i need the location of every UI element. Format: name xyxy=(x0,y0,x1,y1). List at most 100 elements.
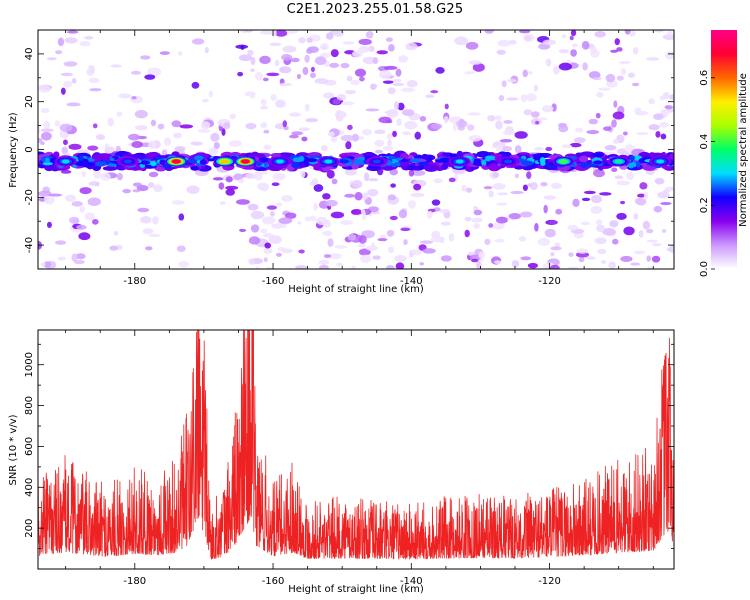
heatmap-cell xyxy=(223,122,231,130)
heatmap-cell xyxy=(339,220,354,226)
heatmap-cell xyxy=(225,185,239,190)
heatmap-cell xyxy=(506,97,519,101)
heatmap-cell xyxy=(281,54,293,61)
snr-frame xyxy=(37,329,675,570)
heatmap-cell xyxy=(240,44,245,50)
heatmap-cell xyxy=(543,204,548,214)
heatmap-cell xyxy=(279,66,292,74)
colorbar-tick-label: 0.2 xyxy=(699,197,710,213)
heatmap-cell xyxy=(63,61,78,67)
heatmap-cell xyxy=(140,55,151,60)
heatmap-cell xyxy=(499,138,513,143)
heatmap-cell xyxy=(304,54,310,63)
heatmap-cell xyxy=(383,65,398,70)
heatmap-cell xyxy=(616,212,627,220)
heatmap-cell xyxy=(635,197,647,206)
heatmap-cell xyxy=(374,139,385,147)
heatmap-cell xyxy=(179,124,194,129)
heatmap-cell xyxy=(55,50,63,55)
spectrogram-x-axis-label: Height of straight line (km) xyxy=(288,284,424,295)
heatmap-cell xyxy=(63,139,68,146)
heatmap-cell xyxy=(420,240,434,244)
heatmap-cell xyxy=(269,42,282,47)
heatmap-cell xyxy=(40,131,52,141)
heatmap-cell xyxy=(400,227,411,232)
heatmap-cell xyxy=(430,236,444,243)
heatmap-cell xyxy=(583,190,596,195)
heatmap-cell xyxy=(497,192,509,196)
heatmap-cell xyxy=(79,155,84,161)
heatmap-cell xyxy=(272,172,286,181)
heatmap-cell xyxy=(419,262,424,266)
heatmap-cell xyxy=(259,157,269,163)
heatmap-cell xyxy=(440,255,452,262)
heatmap-cell xyxy=(597,248,607,255)
heatmap-cell xyxy=(225,188,235,196)
heatmap-cell xyxy=(350,208,363,215)
heatmap-cell xyxy=(362,56,376,65)
heatmap-cell xyxy=(660,133,667,140)
heatmap-cell xyxy=(410,192,425,198)
heatmap-cell xyxy=(629,155,636,161)
heatmap-cell xyxy=(290,57,300,63)
heatmap-cell xyxy=(202,99,209,103)
heatmap-cell xyxy=(527,70,533,75)
heatmap-cell xyxy=(386,132,392,140)
heatmap-cell xyxy=(519,30,531,34)
heatmap-cell xyxy=(61,146,68,155)
heatmap-cell xyxy=(334,245,348,249)
heatmap-cell xyxy=(612,138,620,145)
heatmap-cell xyxy=(147,182,155,189)
heatmap-cell xyxy=(150,119,157,127)
heatmap-cell xyxy=(395,262,405,269)
heatmap-cell xyxy=(84,212,95,221)
colorbar-tick-label: 0.6 xyxy=(699,70,710,86)
heatmap-cell xyxy=(372,255,381,260)
heatmap-cell xyxy=(54,240,67,245)
heatmap-cell xyxy=(270,94,277,101)
heatmap-cell xyxy=(590,194,603,204)
heatmap-cell xyxy=(368,178,379,182)
heatmap-cell xyxy=(526,171,532,180)
heatmap-cell xyxy=(358,45,371,53)
heatmap-cell xyxy=(122,188,131,194)
heatmap-cell xyxy=(568,252,574,257)
heatmap-cell xyxy=(488,190,494,198)
heatmap-cell xyxy=(322,45,327,50)
heatmap-cell xyxy=(575,251,590,258)
heatmap-cell xyxy=(616,47,623,52)
heatmap-cell xyxy=(84,36,94,40)
snr-y-axis-label: SNR (10 * v/v) xyxy=(8,414,19,485)
heatmap-hotspot xyxy=(656,159,665,164)
heatmap-cell xyxy=(444,103,449,110)
heatmap-cell xyxy=(511,260,520,268)
heatmap-cell xyxy=(487,115,496,122)
heatmap-cell xyxy=(389,168,399,176)
heatmap-cell xyxy=(87,197,101,206)
heatmap-cell xyxy=(508,212,522,220)
heatmap-cell xyxy=(79,41,91,47)
heatmap-cell xyxy=(40,128,54,132)
heatmap-cell xyxy=(578,256,585,263)
heatmap-cell xyxy=(456,120,468,128)
heatmap-cell xyxy=(529,182,539,191)
heatmap-cell xyxy=(404,120,418,130)
heatmap-cell xyxy=(132,182,142,187)
heatmap-cell xyxy=(367,188,379,197)
heatmap-cell xyxy=(491,222,505,230)
heatmap-cell xyxy=(292,157,304,163)
heatmap-cell xyxy=(398,209,408,219)
heatmap-cell xyxy=(275,202,283,207)
heatmap-cell xyxy=(131,140,143,148)
heatmap-cell xyxy=(598,87,611,91)
heatmap-cell xyxy=(441,163,448,170)
heatmap-cell xyxy=(73,259,85,265)
heatmap-cell xyxy=(422,248,436,254)
y-tick-label: 1000 xyxy=(24,352,35,377)
heatmap-cell xyxy=(68,143,82,150)
heatmap-cell xyxy=(263,257,268,263)
heatmap-cell xyxy=(305,118,319,123)
heatmap-cell xyxy=(297,221,302,225)
y-tick-label: 0 xyxy=(24,146,35,152)
heatmap-cell xyxy=(38,84,51,93)
